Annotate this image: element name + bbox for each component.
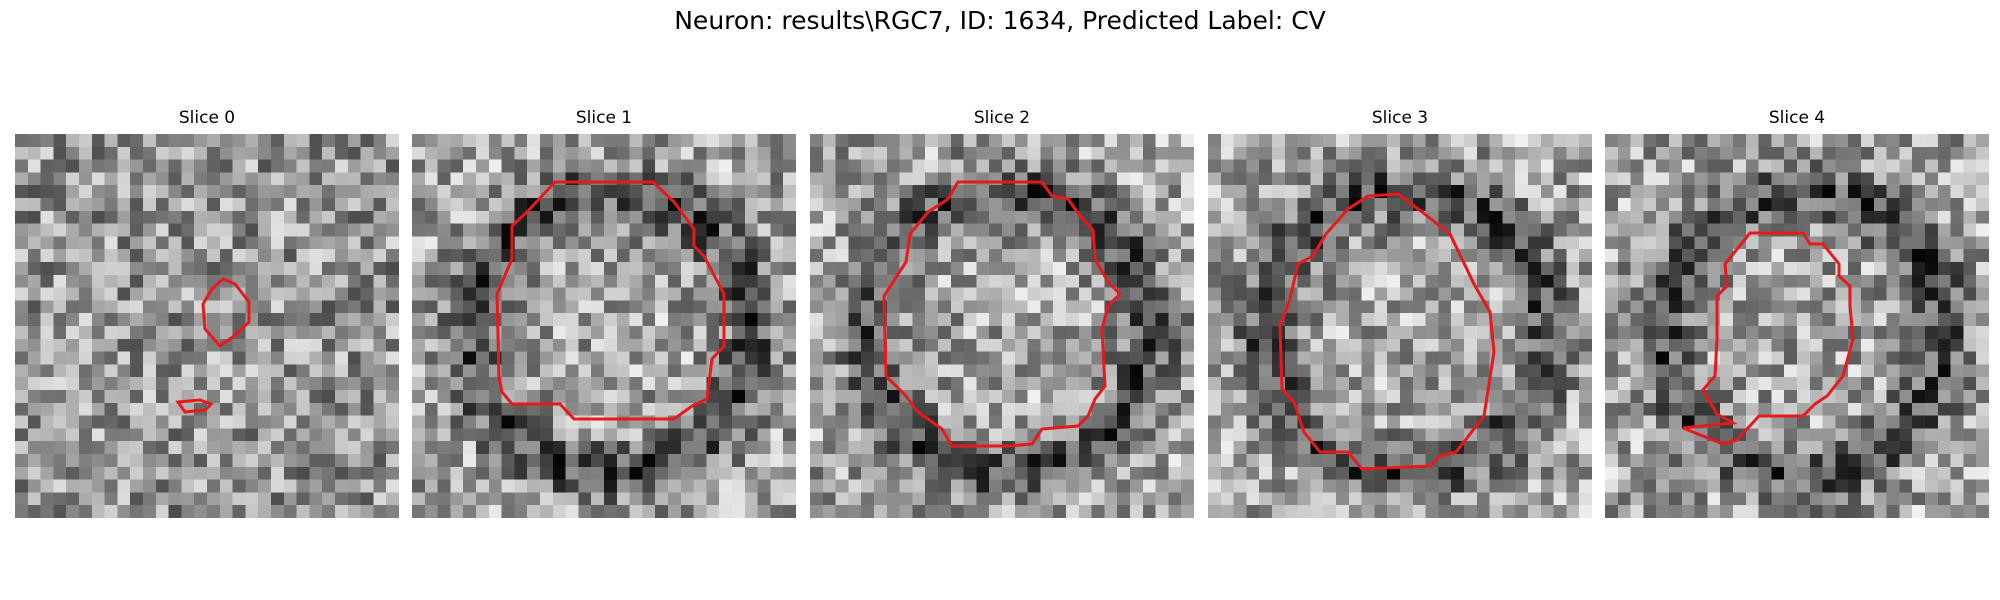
slice-image — [15, 134, 399, 518]
slice-image — [412, 134, 796, 518]
slice-image — [810, 134, 1194, 518]
slice-title: Slice 4 — [1768, 108, 1826, 128]
segmentation-contour — [175, 277, 251, 414]
slice-title: Slice 0 — [178, 108, 236, 128]
slice-image — [1208, 134, 1592, 518]
microscopy-image — [412, 134, 796, 518]
slice-title: Slice 3 — [1371, 108, 1429, 128]
microscopy-image — [810, 134, 1194, 518]
microscopy-image — [1605, 134, 1989, 518]
figure-title: Neuron: results\RGC7, ID: 1634, Predicte… — [674, 6, 1326, 35]
slice-title: Slice 2 — [973, 108, 1031, 128]
segmentation-contour — [495, 180, 726, 421]
segmentation-contour — [882, 180, 1123, 448]
slice-title: Slice 1 — [575, 108, 633, 128]
microscopy-image — [15, 134, 399, 518]
slice-image — [1605, 134, 1989, 518]
microscopy-image — [1208, 134, 1592, 518]
segmentation-contour — [1278, 192, 1496, 471]
segmentation-contour — [1682, 231, 1855, 446]
